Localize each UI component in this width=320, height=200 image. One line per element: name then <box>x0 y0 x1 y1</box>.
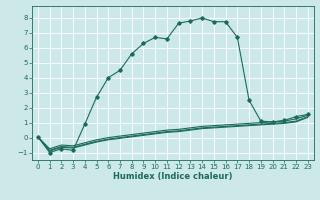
X-axis label: Humidex (Indice chaleur): Humidex (Indice chaleur) <box>113 172 233 181</box>
